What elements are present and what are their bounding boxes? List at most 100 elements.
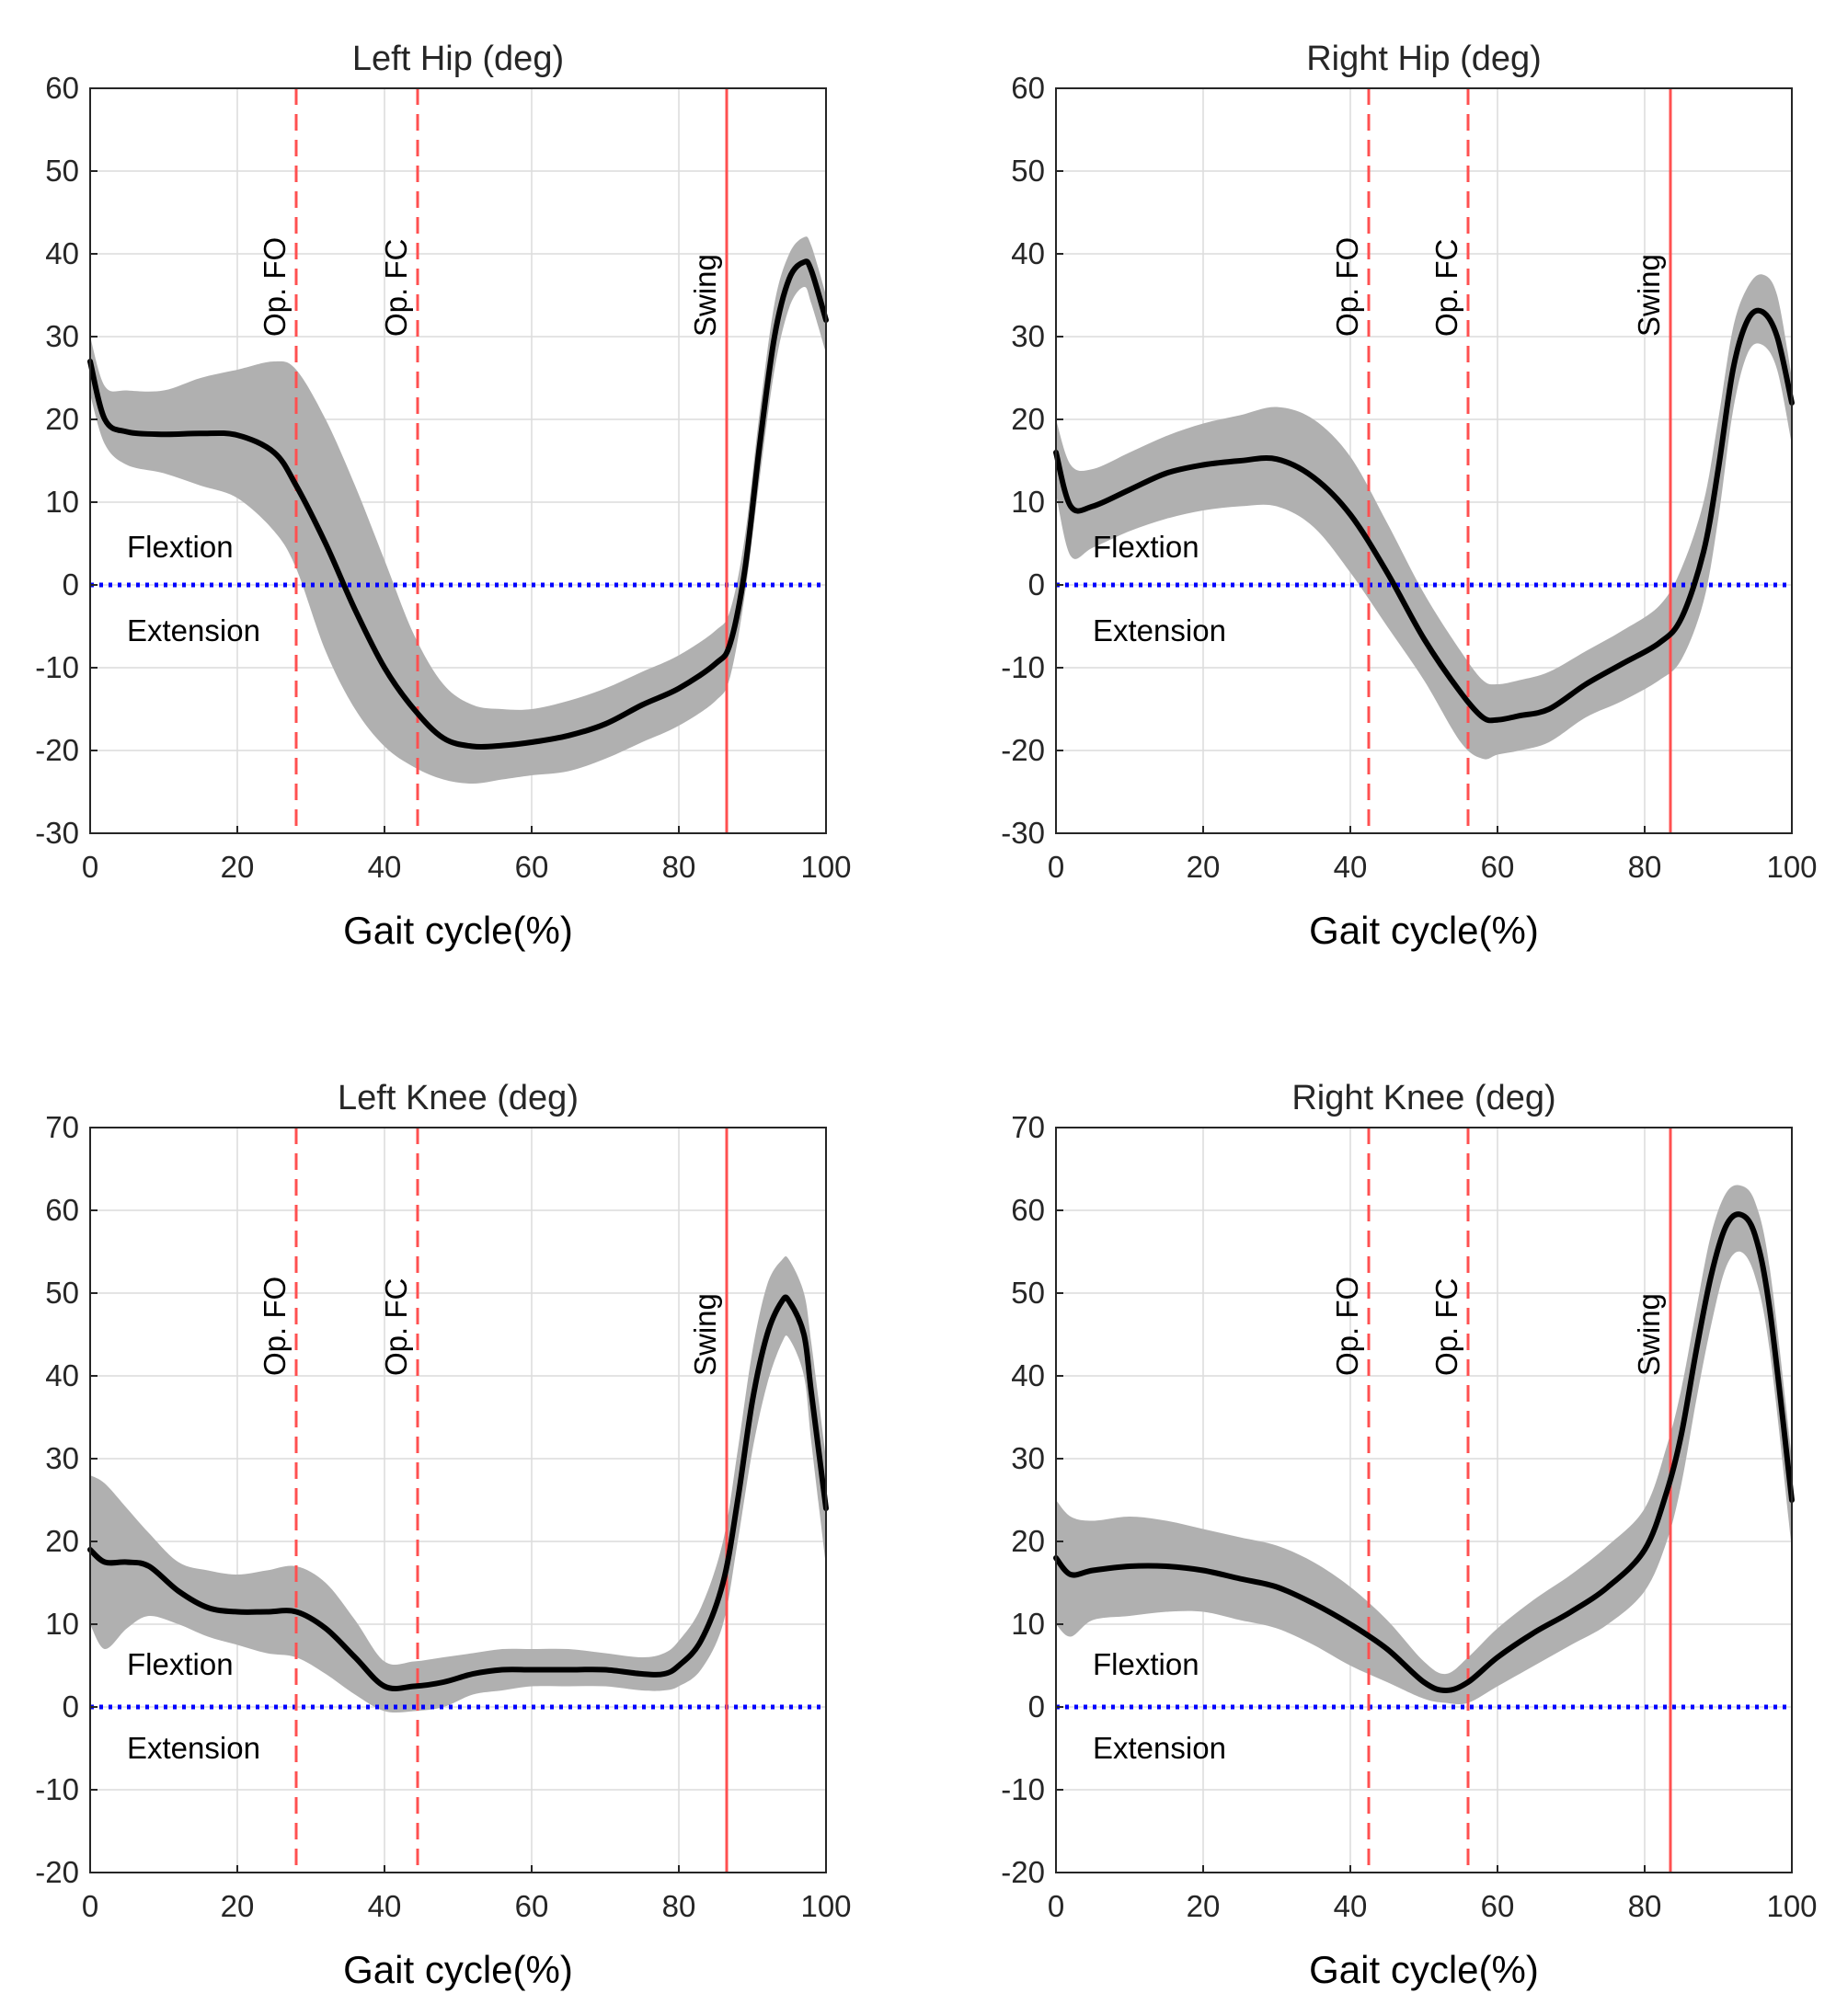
- event-label: Swing: [1632, 1293, 1666, 1376]
- x-tick-label: 40: [368, 850, 402, 884]
- y-tick-label: 10: [1011, 1607, 1045, 1641]
- y-tick-label: -20: [1001, 1855, 1045, 1889]
- panel-right-knee: Op. FO Op. FC Swing 0 20 40 60 80 100 -20 -10 0 10 20…: [1001, 1079, 1817, 1991]
- y-tick-label: 20: [1011, 402, 1045, 436]
- plot-area: Op. FO Op. FC Swing 0 20 40 60 80 100 -30 -20 -10 0 1…: [35, 71, 851, 884]
- x-tick-label: 100: [800, 1889, 851, 1923]
- y-tick-label: 20: [45, 402, 79, 436]
- y-tick-label: 30: [45, 319, 79, 353]
- y-tick-label: 0: [1028, 1690, 1045, 1724]
- x-tick-label: 100: [1766, 1889, 1817, 1923]
- flexion-label: Flextion: [1093, 530, 1199, 564]
- x-tick-label: 0: [82, 850, 98, 884]
- y-tick-label: -10: [35, 650, 79, 684]
- y-tick-label: 50: [1011, 1276, 1045, 1310]
- y-tick-label: 30: [1011, 1441, 1045, 1475]
- panel-left-knee: Op. FO Op. FC Swing 0 20 40 60 80 100 -20 -10 0 10 20…: [35, 1079, 851, 1991]
- event-label: Swing: [688, 254, 722, 337]
- axes-frame: [1055, 1127, 1793, 1873]
- sd-band: [90, 1256, 826, 1713]
- mean-line: [1053, 1211, 1795, 1693]
- x-tick-label: 20: [1187, 850, 1221, 884]
- y-tick-label: 60: [45, 71, 79, 105]
- axes-frame: [89, 1127, 827, 1873]
- x-tick-label: 60: [515, 1889, 549, 1923]
- y-tick-label: 10: [1011, 485, 1045, 519]
- event-label: Op. FC: [1429, 1278, 1463, 1376]
- y-tick-label: 70: [45, 1110, 79, 1144]
- x-axis-label: Gait cycle(%): [343, 1948, 573, 1991]
- y-tick-label: 0: [1028, 567, 1045, 601]
- extension-label: Extension: [127, 613, 260, 647]
- x-tick-label: 100: [800, 850, 851, 884]
- panel-right-hip: Op. FO Op. FC Swing 0 20 40 60 80 100 -30 -20 -10 0 1…: [1001, 40, 1817, 952]
- event-label: Op. FO: [258, 237, 292, 337]
- event-label: Op. FC: [379, 239, 413, 337]
- event-label: Op. FC: [379, 1278, 413, 1376]
- y-tick-label: 0: [63, 1690, 79, 1724]
- event-label: Op. FO: [1330, 237, 1364, 337]
- y-tick-label: 60: [1011, 1193, 1045, 1227]
- y-tick-label: -10: [1001, 650, 1045, 684]
- plot-area: Op. FO Op. FC Swing 0 20 40 60 80 100 -20 -10 0 10 20…: [1001, 1110, 1817, 1923]
- x-tick-label: 40: [368, 1889, 402, 1923]
- x-tick-label: 80: [1628, 1889, 1662, 1923]
- x-tick-label: 80: [662, 1889, 696, 1923]
- x-axis-label: Gait cycle(%): [343, 909, 573, 952]
- x-tick-label: 20: [1187, 1889, 1221, 1923]
- mean-line: [1053, 307, 1795, 724]
- event-label: Op. FO: [258, 1277, 292, 1376]
- chart-title: Left Hip (deg): [352, 40, 564, 78]
- y-tick-label: 40: [1011, 1358, 1045, 1392]
- mean-line: [87, 1294, 829, 1692]
- x-tick-label: 40: [1334, 1889, 1368, 1923]
- x-axis-label: Gait cycle(%): [1309, 1948, 1539, 1991]
- extension-label: Extension: [127, 1731, 260, 1765]
- extension-label: Extension: [1093, 1731, 1226, 1765]
- y-tick-label: -30: [35, 816, 79, 850]
- plot-area: Op. FO Op. FC Swing 0 20 40 60 80 100 -20 -10 0 10 20…: [35, 1110, 851, 1923]
- x-tick-label: 0: [1048, 850, 1064, 884]
- y-tick-label: -10: [35, 1772, 79, 1806]
- y-tick-label: -20: [35, 733, 79, 767]
- event-label: Swing: [688, 1293, 722, 1376]
- y-tick-label: 40: [1011, 236, 1045, 270]
- axes-frame: [1055, 87, 1793, 834]
- y-tick-label: 30: [45, 1441, 79, 1475]
- flexion-label: Flextion: [1093, 1647, 1199, 1681]
- chart-title: Right Knee (deg): [1291, 1079, 1555, 1117]
- y-tick-label: 20: [1011, 1524, 1045, 1558]
- x-tick-label: 60: [515, 850, 549, 884]
- y-tick-label: 50: [45, 1276, 79, 1310]
- y-tick-label: 10: [45, 1607, 79, 1641]
- x-tick-label: 20: [221, 1889, 255, 1923]
- event-label: Swing: [1632, 254, 1666, 337]
- y-tick-label: -10: [1001, 1772, 1045, 1806]
- x-tick-label: 20: [221, 850, 255, 884]
- x-tick-label: 100: [1766, 850, 1817, 884]
- y-tick-label: 70: [1011, 1110, 1045, 1144]
- y-tick-label: -30: [1001, 816, 1045, 850]
- y-tick-label: 60: [45, 1193, 79, 1227]
- y-tick-label: 20: [45, 1524, 79, 1558]
- y-tick-label: -20: [1001, 733, 1045, 767]
- x-tick-label: 40: [1334, 850, 1368, 884]
- y-tick-label: 40: [45, 236, 79, 270]
- axes-frame: [89, 87, 827, 834]
- x-tick-label: 80: [662, 850, 696, 884]
- mean-line: [87, 258, 829, 750]
- x-tick-label: 0: [82, 1889, 98, 1923]
- sd-band: [1056, 274, 1792, 760]
- chart-title: Right Hip (deg): [1306, 40, 1542, 78]
- x-tick-label: 0: [1048, 1889, 1064, 1923]
- x-tick-label: 80: [1628, 850, 1662, 884]
- x-tick-label: 60: [1481, 850, 1515, 884]
- extension-label: Extension: [1093, 613, 1226, 647]
- panel-left-hip: Op. FO Op. FC Swing 0 20 40 60 80 100 -30 -20 -10 0 1…: [35, 40, 851, 952]
- y-tick-label: -20: [35, 1855, 79, 1889]
- y-tick-label: 0: [63, 567, 79, 601]
- flexion-label: Flextion: [127, 530, 234, 564]
- y-tick-label: 10: [45, 485, 79, 519]
- sd-band: [90, 236, 826, 784]
